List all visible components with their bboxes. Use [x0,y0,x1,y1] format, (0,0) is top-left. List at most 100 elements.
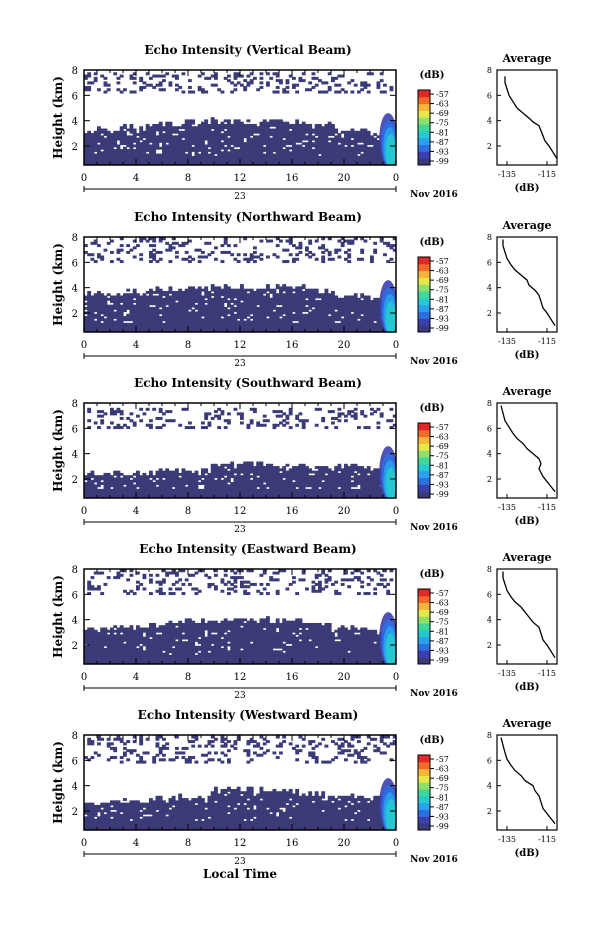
echo-cell [116,248,121,252]
avg-title: Average [501,219,551,232]
echo-cell [272,90,277,94]
echo-cell [230,475,235,479]
echo-cell [331,149,335,152]
echo-cell [331,318,335,322]
echo-cell [249,320,254,324]
echo-cell [158,486,163,490]
echo-cell [165,302,170,306]
echo-cell [249,470,254,474]
echo-cell [184,306,189,310]
echo-cell [210,300,215,303]
echo-cell [295,119,300,123]
echo-cell [116,486,121,490]
echo-cell [324,81,329,85]
echo-cell [253,158,257,162]
echo-cell [266,475,270,479]
echo-cell [106,318,111,322]
echo-cell [136,137,140,141]
echo-cell [370,155,374,159]
echo-cell [97,327,101,331]
echo-cell [311,325,316,329]
echo-cell [139,300,144,303]
echo-cell [321,316,326,319]
echo-cell [149,237,153,241]
y-axis-label: Height (km) [51,243,65,326]
echo-cell [249,126,254,130]
echo-cell [90,329,95,332]
echo-cell [230,463,235,467]
echo-cell [123,146,127,150]
echo-cell [301,421,306,425]
echo-cell [194,300,199,303]
echo-cell [327,151,332,155]
echo-cell [275,325,280,329]
echo-cell [188,421,192,425]
echo-cell [308,160,313,164]
echo-cell [158,491,163,495]
echo-cell [347,248,352,252]
echo-cell [207,160,212,164]
echo-cell [275,493,280,497]
echo-cell [253,126,257,130]
echo-cell [194,486,199,490]
echo-cell [321,128,326,132]
echo-cell [165,290,170,294]
echo-cell [376,160,381,164]
echo-cell [168,151,173,155]
echo-cell [311,162,316,165]
echo-cell [337,463,342,467]
echo-cell [214,146,218,150]
echo-cell [295,470,300,474]
echo-cell [223,239,228,243]
echo-cell [155,313,160,317]
echo-cell [230,155,235,159]
echo-cell [119,482,124,485]
echo-cell [106,477,111,481]
echo-cell [175,486,179,490]
echo-cell [353,130,358,134]
echo-cell [210,304,215,308]
echo-cell [285,128,290,132]
echo-cell [262,155,267,159]
echo-cell [301,151,306,155]
echo-cell [227,302,231,306]
echo-cell [129,144,134,148]
echo-cell [327,253,332,257]
echo-cell [279,477,283,481]
echo-cell [314,320,319,324]
echo-cell [269,239,274,243]
echo-cell [353,135,358,139]
echo-cell [191,329,196,332]
echo-cell [100,421,105,425]
echo-cell [334,297,339,301]
echo-cell [220,300,225,303]
echo-cell [119,322,124,326]
echo-cell [311,290,316,294]
echo-cell [103,297,108,301]
echo-cell [347,313,352,317]
echo-cell [204,90,209,94]
echo-cell [191,311,196,315]
echo-cell [288,123,293,127]
echo-cell [256,144,261,148]
echo-cell [363,137,368,141]
x-tick-label: 4 [133,340,139,351]
echo-cell [214,297,218,301]
echo-cell [188,151,192,155]
echo-cell [93,325,98,329]
echo-cell [275,468,280,472]
echo-cell [230,327,235,331]
echo-cell [298,246,303,250]
echo-cell [347,162,352,165]
echo-cell [337,309,342,313]
echo-cell [230,130,235,134]
echo-cell [321,237,326,241]
echo-cell [119,318,124,322]
echo-cell [230,149,235,152]
echo-cell [191,300,196,303]
echo-cell [123,123,127,127]
echo-cell [139,130,144,134]
echo-cell [97,426,101,430]
echo-cell [350,149,355,152]
echo-cell [240,477,244,481]
